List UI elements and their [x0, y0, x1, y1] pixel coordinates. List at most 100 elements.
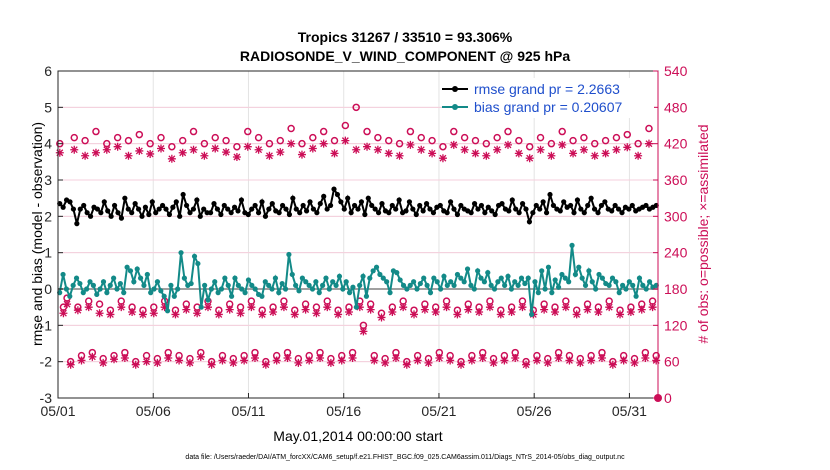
rmse-point — [235, 208, 241, 214]
rmse-point — [231, 204, 238, 210]
bias-point — [228, 293, 235, 299]
rmse-point — [447, 199, 454, 205]
rmse-point — [602, 199, 608, 205]
rmse-point — [485, 204, 491, 210]
obs-assimilated-point — [543, 358, 552, 367]
obs-assimilated-point — [297, 150, 306, 159]
rmse-point — [626, 206, 632, 212]
obs-assimilated-point — [312, 309, 321, 318]
bias-point — [77, 280, 83, 287]
rmse-point — [297, 210, 303, 216]
obs-assimilated-point — [290, 310, 299, 319]
obs-assimilated-point — [265, 151, 274, 160]
rmse-point — [279, 202, 286, 209]
obs-assimilated-point — [525, 154, 534, 163]
y-tick-label: -1 — [40, 317, 53, 333]
y2-axis-label: # of obs: o=possible; ×=assimilated — [695, 124, 711, 343]
obs-assimilated-point — [547, 151, 556, 160]
x-tick-label: 05/31 — [612, 403, 647, 419]
obs-assimilated-point — [189, 145, 198, 154]
bias-point — [491, 286, 498, 292]
bias-point — [532, 279, 538, 285]
obs-assimilated-point — [384, 149, 393, 158]
rmse-point — [468, 210, 474, 216]
obs-assimilated-point — [301, 305, 310, 314]
bias-point — [134, 266, 140, 272]
rmse-point — [417, 202, 423, 209]
bias-point — [218, 286, 225, 292]
obs-assimilated-point — [254, 145, 263, 154]
obs-possible-point — [547, 139, 556, 148]
obs-assimilated-point — [66, 360, 75, 369]
obs-assimilated-point — [222, 148, 231, 157]
obs-assimilated-point — [482, 151, 491, 160]
bias-point — [178, 250, 184, 256]
rmse-point — [362, 211, 368, 218]
obs-assimilated-point — [540, 305, 549, 314]
bias-point — [171, 293, 177, 299]
obs-assimilated-point — [471, 149, 480, 158]
bias-point — [151, 286, 157, 292]
obs-possible-point — [276, 136, 285, 145]
rmse-point — [386, 210, 392, 216]
obs-possible-point — [384, 136, 393, 145]
rmse-point — [578, 206, 584, 212]
rmse-point — [355, 206, 361, 212]
rmse-point — [523, 206, 529, 212]
rmse-point — [108, 213, 114, 219]
bias-point — [262, 279, 268, 285]
bias-point — [363, 293, 370, 299]
bias-point — [144, 271, 150, 278]
bias-point — [370, 268, 376, 274]
rmse-point — [153, 210, 159, 216]
obs-possible-point — [168, 142, 176, 151]
obs-possible-point — [265, 139, 274, 148]
obs-assimilated-point — [182, 305, 191, 314]
bias-point — [191, 253, 198, 259]
rmse-point — [249, 206, 255, 212]
obs-assimilated-point — [120, 354, 129, 363]
obs-assimilated-point — [214, 310, 223, 319]
rmse-point — [293, 206, 299, 212]
obs-assimilated-point — [464, 305, 473, 314]
rmse-point — [77, 206, 83, 212]
bias-point — [104, 290, 110, 296]
obs-assimilated-point — [438, 154, 447, 163]
bias-point — [387, 290, 393, 296]
bias-point — [67, 293, 73, 299]
rmse-point — [372, 206, 378, 212]
rmse-point — [567, 202, 574, 209]
bias-point — [512, 279, 518, 285]
rmse-point — [252, 202, 258, 209]
rmse-point — [519, 201, 526, 207]
obs-possible-point — [330, 136, 339, 145]
rmse-point — [595, 210, 601, 216]
obs-assimilated-point — [344, 308, 353, 317]
x-tick-label: 05/11 — [231, 403, 265, 419]
rmse-point — [118, 215, 125, 221]
obs-assimilated-point — [84, 303, 93, 312]
bias-point — [87, 279, 93, 285]
rmse-point — [609, 208, 615, 214]
obs-assimilated-point — [395, 151, 404, 160]
bias-point — [525, 275, 531, 281]
obs-assimilated-point — [113, 142, 122, 151]
y2-tick-label: 120 — [664, 317, 688, 333]
obs-assimilated-point — [283, 354, 292, 363]
bias-point — [566, 279, 572, 285]
bias-point — [404, 286, 410, 292]
legend-rmse-marker — [452, 86, 458, 92]
bias-point — [131, 279, 137, 285]
obs-possible-point — [309, 133, 317, 142]
obs-assimilated-point — [597, 354, 606, 363]
bias-point — [195, 260, 201, 267]
rmse-point — [331, 186, 337, 192]
bias-point — [164, 308, 171, 314]
bias-point — [572, 271, 579, 278]
obs-possible-point — [580, 133, 588, 142]
bias-point — [309, 286, 316, 292]
bias-point — [306, 282, 312, 288]
obs-possible-point — [590, 139, 599, 148]
bias-point — [545, 264, 552, 270]
bias-point — [384, 279, 390, 285]
